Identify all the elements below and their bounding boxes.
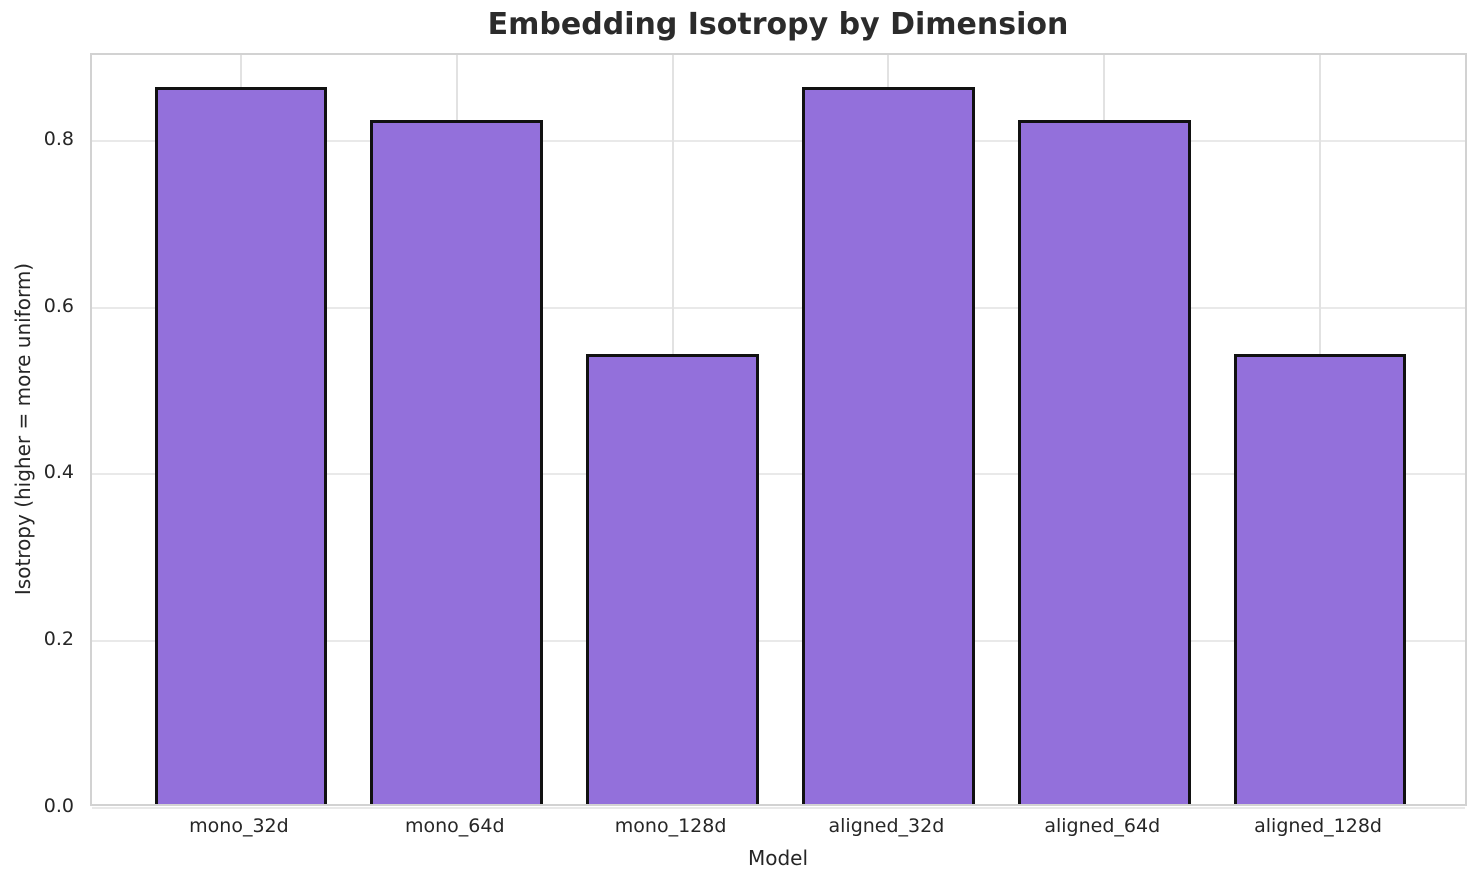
x-tick-label: mono_32d [189, 815, 289, 837]
gridline-horizontal [92, 807, 1465, 809]
y-tick-label: 0.6 [43, 294, 74, 317]
y-tick-label: 0.4 [43, 461, 74, 484]
y-tick-label: 0.0 [43, 795, 74, 817]
x-tick-label: mono_128d [614, 815, 727, 837]
y-axis-label: Isotropy (higher = more uniform) [11, 262, 35, 596]
bar-aligned_64d [1017, 120, 1191, 804]
x-tick-label: aligned_128d [1254, 815, 1383, 837]
bar-mono_32d [154, 86, 328, 804]
x-tick-label: aligned_64d [1044, 815, 1161, 837]
y-tick-label: 0.2 [43, 628, 74, 651]
bar-aligned_32d [802, 86, 975, 804]
gridline-horizontal [92, 139, 1465, 142]
chart-title: Embedding Isotropy by Dimension [487, 7, 1069, 42]
plot-area [90, 53, 1467, 809]
bar-mono_128d [586, 353, 759, 804]
gridline-horizontal [92, 306, 1465, 309]
x-axis-label: Model [747, 846, 809, 870]
x-tick-label: mono_64d [404, 815, 505, 837]
bar-mono_64d [370, 120, 544, 804]
y-tick-label: 0.8 [43, 127, 74, 150]
gridline-horizontal [92, 473, 1465, 476]
bar-aligned_128d [1233, 353, 1407, 804]
x-tick-label: aligned_32d [828, 815, 945, 837]
gridline-horizontal [92, 640, 1465, 643]
